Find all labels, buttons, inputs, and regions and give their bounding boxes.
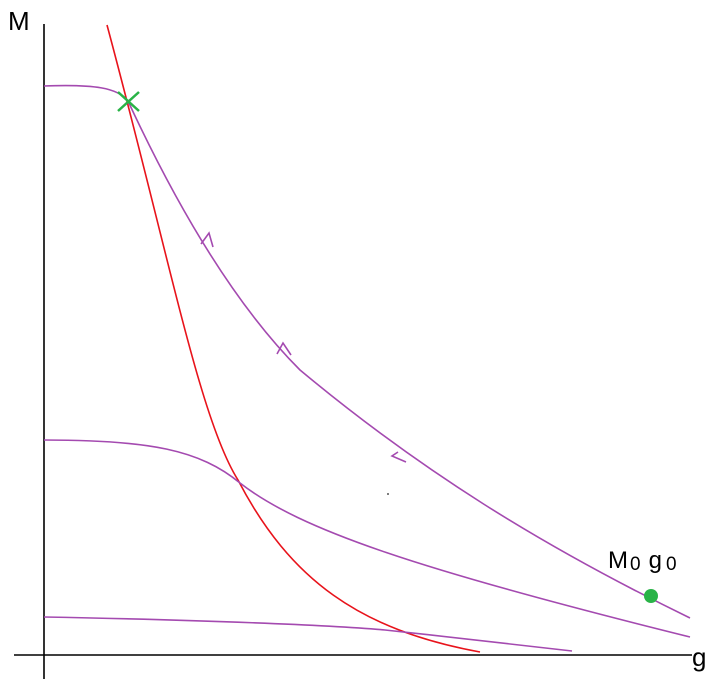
trajectory-top — [43, 84, 691, 619]
equilibrium-marker-stroke-b — [117, 91, 140, 112]
nullcline-curve — [106, 24, 481, 653]
initial-point-label-m: M — [608, 547, 628, 574]
trajectory-arrow-1 — [200, 231, 214, 248]
y-axis-label: M — [8, 6, 30, 36]
trajectory-bottom — [43, 616, 573, 652]
trajectory-arrow-2 — [276, 341, 292, 356]
initial-point-label-g-sub: 0 — [666, 554, 677, 575]
trajectory-arrow-3 — [390, 451, 407, 463]
initial-point-label-m-sub: 0 — [630, 554, 641, 575]
stray-dot — [387, 493, 389, 495]
x-axis-label: g — [692, 642, 706, 672]
trajectory-middle — [43, 439, 691, 638]
initial-point-label-g: g — [649, 547, 662, 574]
initial-point-marker — [644, 589, 658, 603]
